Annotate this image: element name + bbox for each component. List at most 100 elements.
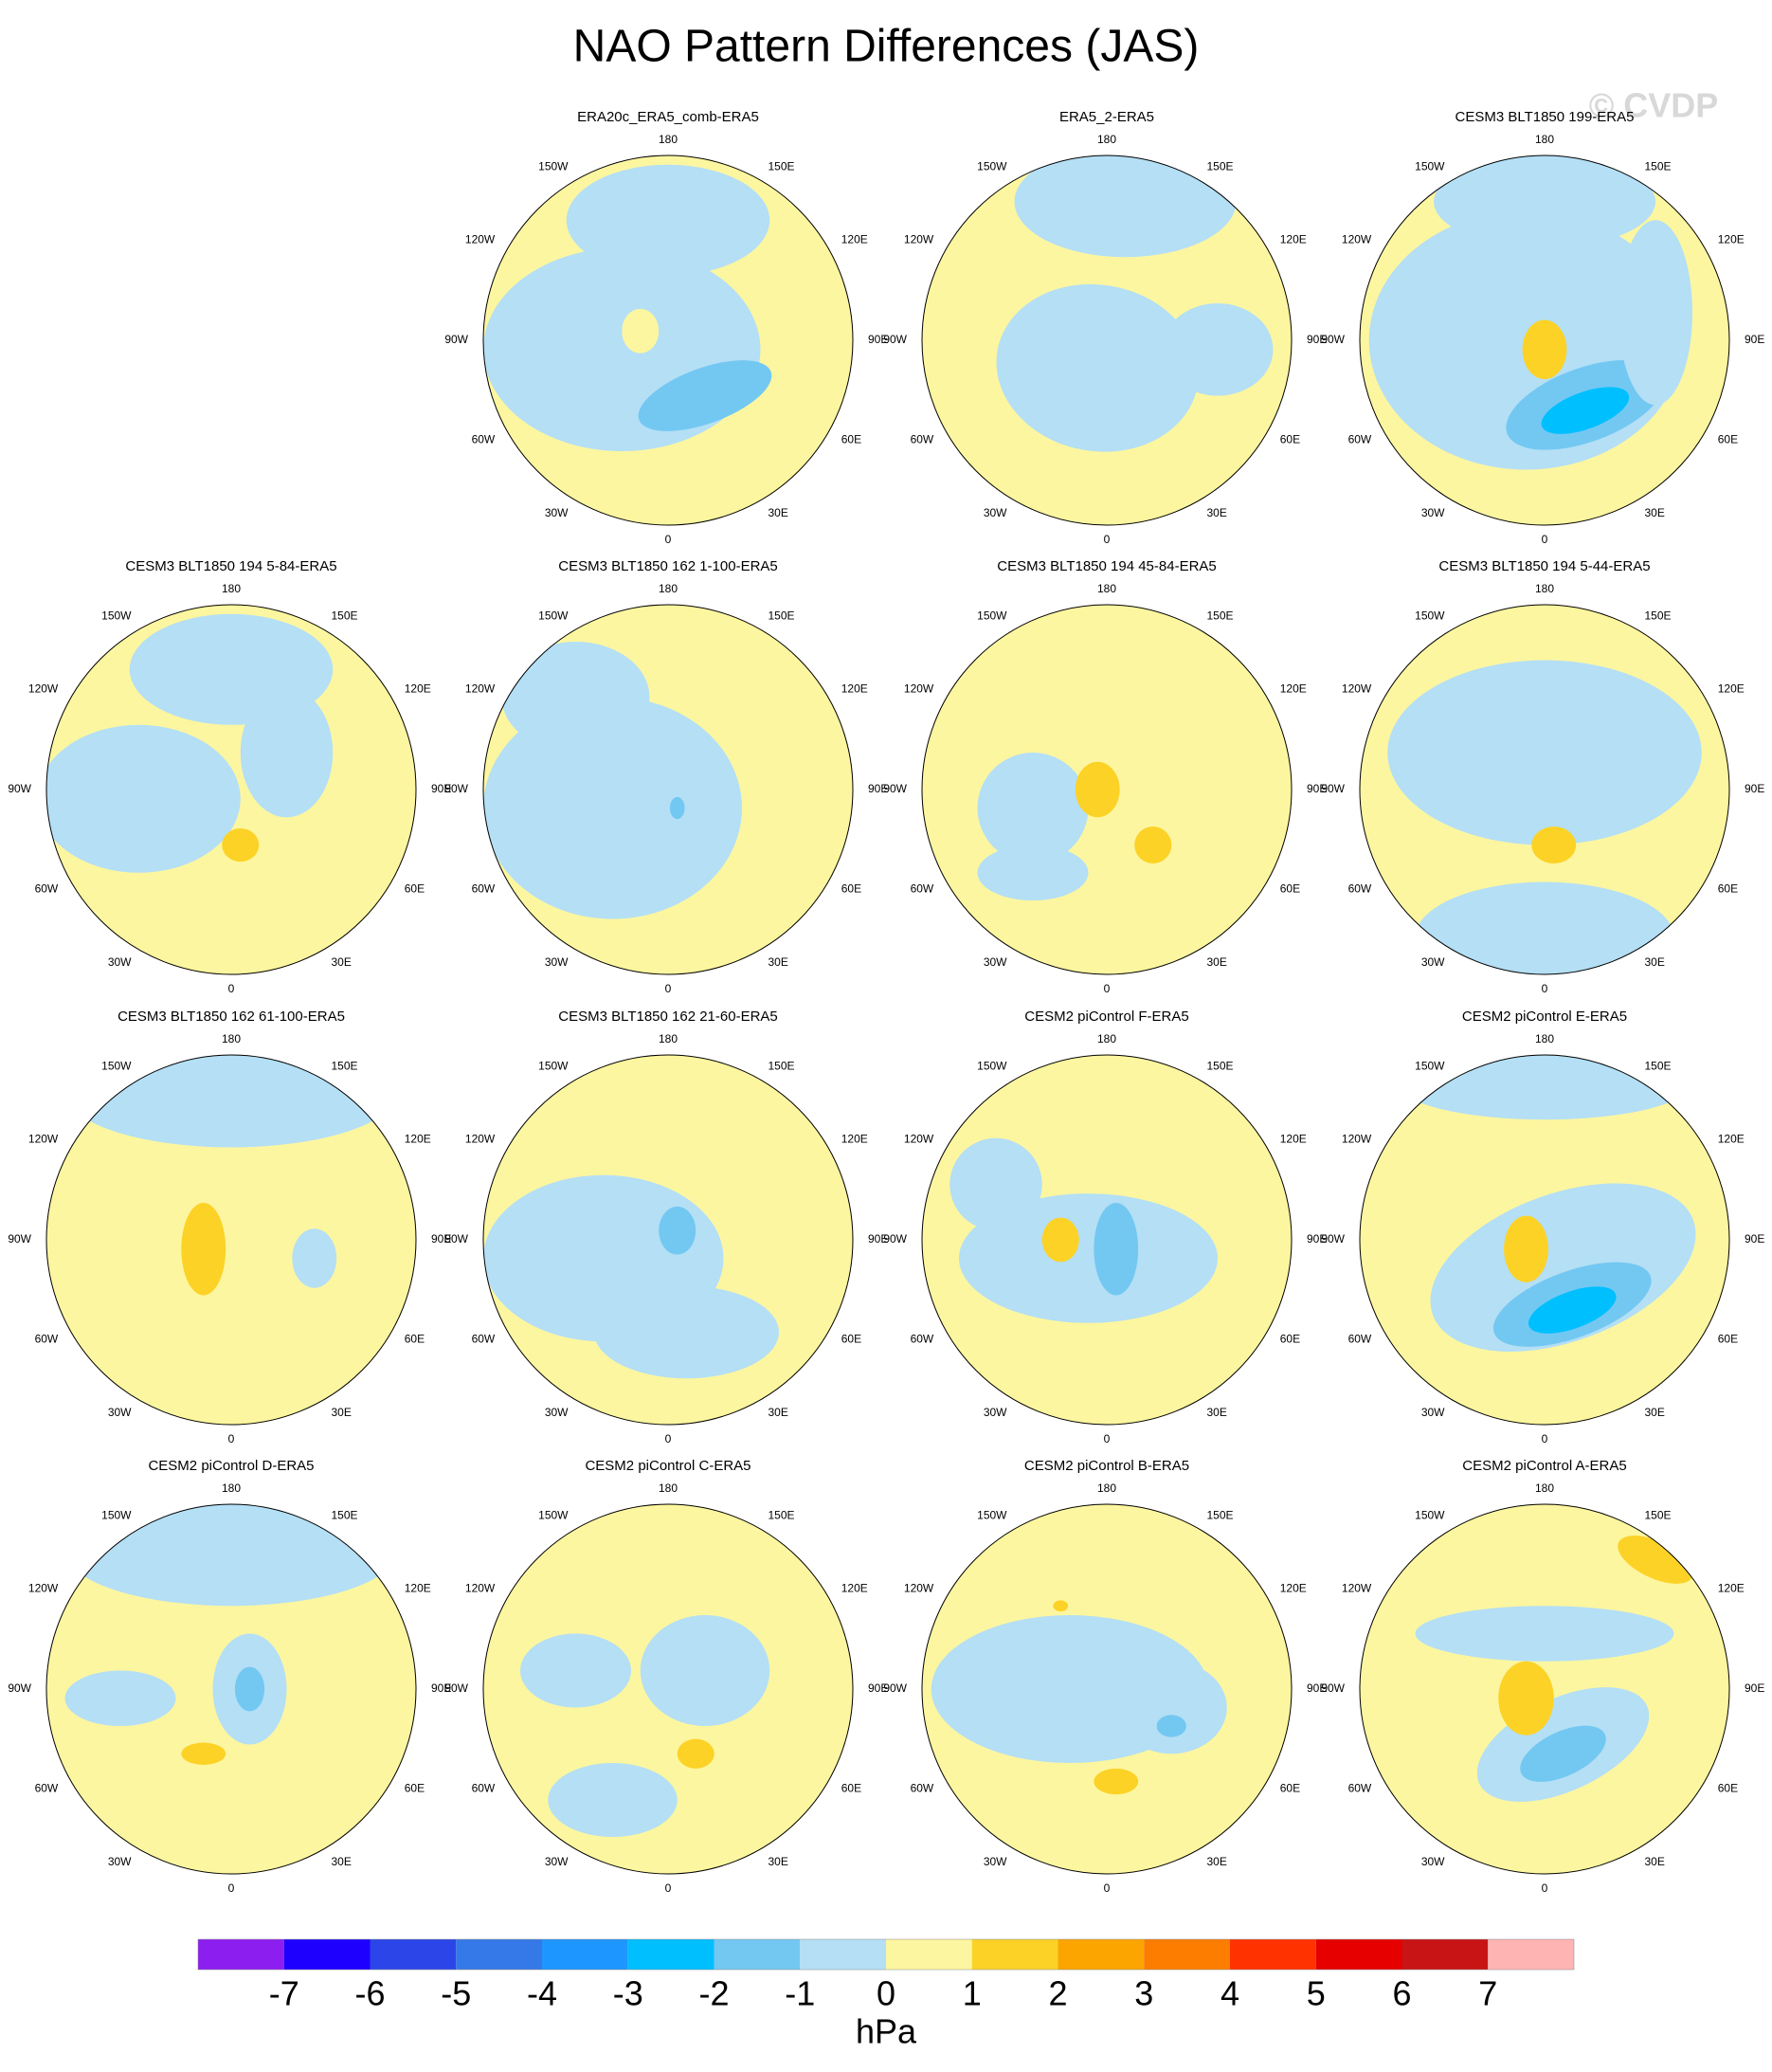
lon-label: 30W	[545, 1406, 569, 1419]
map-panel	[922, 605, 1292, 974]
lon-label: 90W	[8, 1681, 31, 1695]
lon-label: 90W	[883, 333, 907, 346]
lon-label: 150W	[1415, 1059, 1445, 1072]
lon-label: 60E	[1280, 882, 1300, 896]
contour-region	[1618, 220, 1692, 406]
lon-label: 150E	[1207, 609, 1234, 622]
colorbar-tick-label: -6	[354, 1974, 385, 2013]
lon-label: 0	[665, 1881, 672, 1895]
contour-region	[1094, 1203, 1139, 1296]
lon-label: 30W	[984, 506, 1007, 519]
map-border	[45, 604, 417, 975]
lon-label: 150W	[977, 609, 1007, 622]
lon-label: 150W	[977, 159, 1007, 173]
lon-label: 30W	[108, 955, 132, 969]
lon-label: 180	[659, 582, 678, 595]
contour-region	[1415, 882, 1674, 974]
lon-label: 180	[1097, 1481, 1116, 1495]
panel-title: CESM3 BLT1850 162 61-100-ERA5	[118, 1009, 345, 1025]
lon-label: 90E	[1307, 333, 1327, 346]
lon-label: 120E	[1718, 682, 1745, 696]
lon-label: 120E	[841, 1582, 868, 1595]
lon-label: 90E	[431, 782, 451, 795]
colorbar-units: hPa	[856, 2012, 917, 2051]
lon-label: 90E	[431, 1232, 451, 1245]
panel-title: CESM3 BLT1850 194 5-84-ERA5	[125, 558, 336, 574]
lon-label: 120E	[1280, 1582, 1307, 1595]
lon-label: 30E	[1645, 955, 1665, 969]
colorbar-tick-label: 6	[1392, 1974, 1411, 2013]
lon-label: 30E	[1645, 506, 1665, 519]
lon-label: 120W	[465, 233, 496, 246]
lon-label: 150E	[332, 1508, 358, 1521]
colorbar-box	[971, 1939, 1058, 1970]
lon-label: 60E	[1718, 433, 1738, 446]
colorbar-tick-label: -1	[785, 1974, 815, 2013]
lon-label: 60E	[1718, 1782, 1738, 1795]
lon-label: 60E	[841, 1333, 861, 1346]
lon-label: 90E	[1745, 1681, 1764, 1695]
contour-region	[1415, 1606, 1674, 1662]
lon-label: 120W	[1342, 233, 1372, 246]
lon-label: 150E	[1207, 1508, 1234, 1521]
contour-region	[669, 796, 685, 820]
lon-label: 150E	[332, 609, 358, 622]
lon-label: 0	[1104, 982, 1111, 995]
lon-label: 60W	[1348, 882, 1372, 896]
map-panel	[46, 1504, 416, 1874]
lon-label: 0	[1104, 1432, 1111, 1445]
lon-label: 0	[665, 1432, 672, 1445]
lon-label: 30W	[1421, 1406, 1445, 1419]
lon-label: 30W	[984, 1855, 1007, 1868]
contour-region	[638, 360, 772, 431]
lon-label: 60W	[35, 882, 59, 896]
lon-label: 90E	[431, 1681, 451, 1695]
contour-region	[1387, 660, 1702, 845]
lon-label: 30E	[332, 1855, 352, 1868]
lon-label: 30E	[1207, 955, 1227, 969]
map-border	[1359, 1054, 1730, 1426]
lon-label: 180	[1535, 133, 1554, 146]
lon-label: 30W	[545, 955, 569, 969]
contour-region	[1094, 1768, 1139, 1795]
lon-label: 60W	[472, 1782, 496, 1795]
panel-title: ERA20c_ERA5_comb-ERA5	[577, 109, 759, 125]
lon-label: 90W	[8, 1232, 31, 1245]
lon-label: 60E	[405, 1782, 425, 1795]
colorbar-tick-label: -4	[527, 1974, 557, 2013]
map-border	[921, 154, 1293, 526]
colorbar-tick-label: 3	[1134, 1974, 1153, 2013]
lon-label: 60E	[1280, 1333, 1300, 1346]
lon-label: 60E	[405, 882, 425, 896]
colorbar-box	[1315, 1939, 1402, 1970]
lon-label: 150E	[1645, 1059, 1672, 1072]
lon-label: 30E	[768, 955, 788, 969]
map-panel	[483, 155, 853, 525]
lon-label: 30W	[984, 1406, 1007, 1419]
map-panel	[483, 1055, 853, 1425]
map-panel	[1360, 605, 1729, 974]
lon-label: 0	[665, 982, 672, 995]
lon-label: 150E	[1645, 159, 1672, 173]
lon-label: 120W	[28, 682, 59, 696]
lon-label: 150E	[768, 159, 795, 173]
panel-title: CESM2 piControl F-ERA5	[1024, 1009, 1188, 1025]
lon-label: 120E	[1280, 682, 1307, 696]
lon-label: 150E	[1645, 609, 1672, 622]
panel-title: CESM3 BLT1850 162 1-100-ERA5	[558, 558, 778, 574]
lon-label: 0	[665, 533, 672, 546]
lon-label: 90E	[1745, 1232, 1764, 1245]
lon-label: 0	[1542, 533, 1548, 546]
contour-region	[1014, 155, 1237, 258]
panel-title: CESM2 piControl C-ERA5	[585, 1458, 750, 1474]
colorbar-box	[456, 1939, 542, 1970]
lon-label: 30E	[332, 1406, 352, 1419]
lon-label: 120E	[1718, 233, 1745, 246]
colorbar-box	[283, 1939, 371, 1970]
lon-label: 30E	[768, 506, 788, 519]
lon-label: 60W	[35, 1333, 59, 1346]
lon-label: 30W	[108, 1406, 132, 1419]
contour-region	[566, 164, 770, 276]
lon-label: 180	[659, 1481, 678, 1495]
